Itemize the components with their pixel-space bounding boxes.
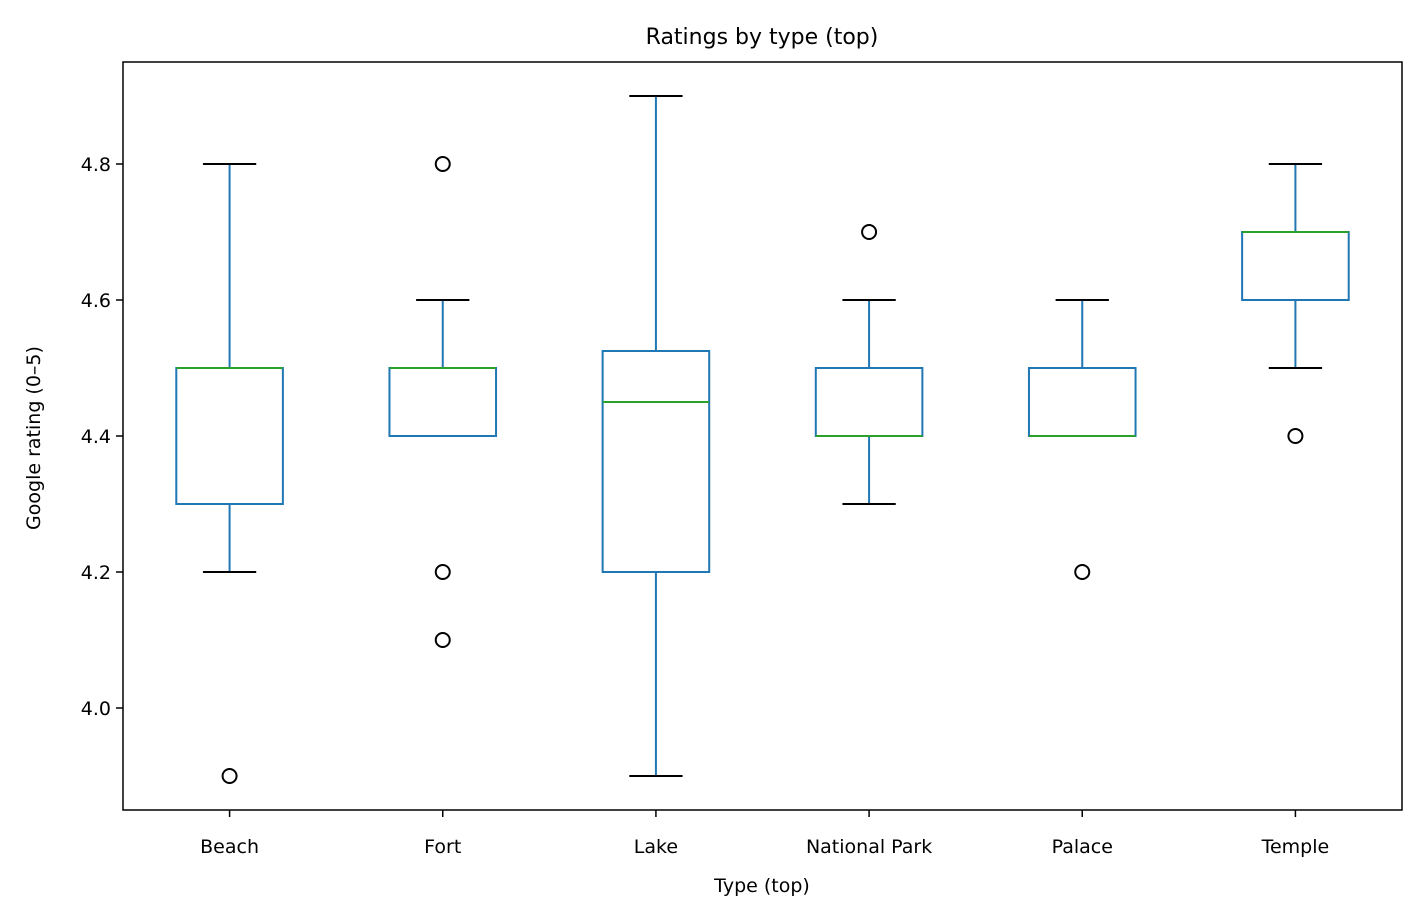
outlier-point <box>1074 564 1091 580</box>
x-axis-label: Type (top) <box>713 875 810 897</box>
x-tick-label: National Park <box>806 836 932 858</box>
x-tick-label: Lake <box>634 836 678 858</box>
x-tick-label: Palace <box>1052 836 1113 858</box>
box-group-national-park: National Park <box>806 224 932 858</box>
outlier-point <box>434 632 451 648</box>
x-tick-label: Beach <box>200 836 259 858</box>
y-tick-label: 4.4 <box>81 426 111 448</box>
outlier-point <box>861 224 878 240</box>
box-iqr <box>175 367 284 505</box>
box-group-palace: Palace <box>1027 299 1137 858</box>
axes-frame <box>122 61 1403 811</box>
box-iqr <box>1027 367 1137 437</box>
outlier-point <box>434 564 451 580</box>
y-tick-label: 4.6 <box>81 290 111 312</box>
y-axis-label: Google rating (0–5) <box>23 346 45 530</box>
outlier-point <box>434 156 451 172</box>
box-group-lake: Lake <box>601 95 711 858</box>
y-tick-label: 4.8 <box>81 154 111 176</box>
plot-area: 4.0 4.2 4.4 4.6 4.8 Beach Fort Lake National Par… <box>81 95 1350 858</box>
box-iqr <box>388 367 498 437</box>
box-group-fort: Fort <box>388 156 498 858</box>
x-tick-label: Fort <box>424 836 461 858</box>
outlier-point <box>221 768 238 784</box>
box-iqr <box>1241 231 1350 301</box>
outlier-point <box>1287 428 1304 444</box>
box-iqr <box>601 350 711 573</box>
x-tick-label: Temple <box>1261 836 1330 858</box>
y-tick-label: 4.0 <box>81 698 111 720</box>
box-group-temple: Temple <box>1241 163 1350 858</box>
box-group-beach: Beach <box>175 163 284 858</box>
y-tick-label: 4.2 <box>81 562 111 584</box>
box-iqr <box>814 367 924 437</box>
chart-title: Ratings by type (top) <box>646 25 879 50</box>
